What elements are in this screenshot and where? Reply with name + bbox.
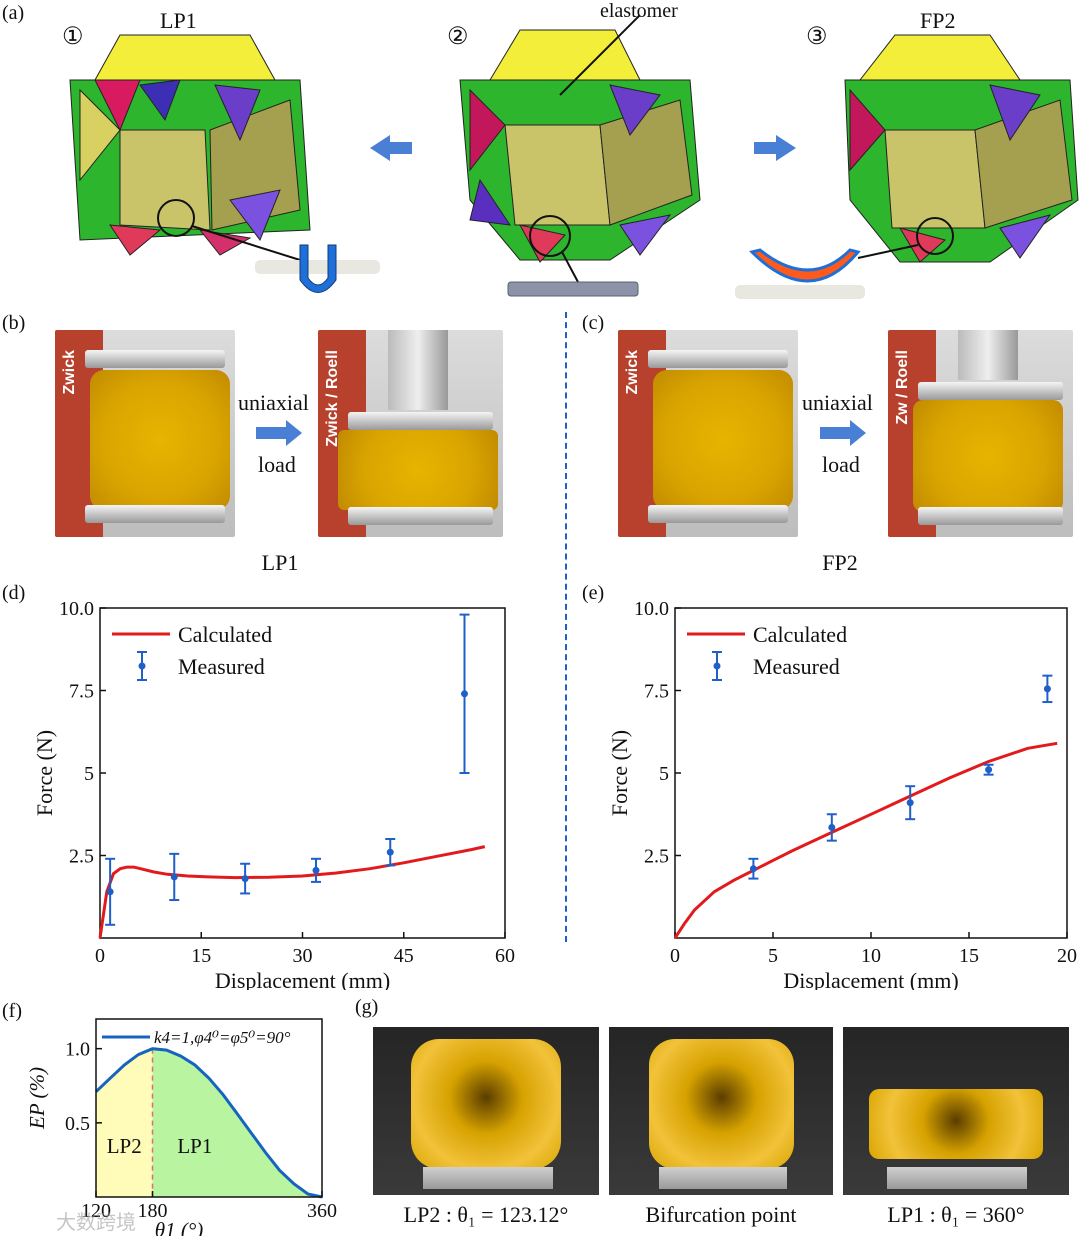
x-tick-label: 60 — [495, 945, 515, 967]
panel-a-label: (a) — [2, 2, 25, 24]
measured-point — [828, 823, 836, 831]
caption-b: LP1 — [261, 550, 299, 575]
y-axis-label: EP (%) — [25, 1067, 49, 1130]
caption-g-lp1: LP1 : θ₁ = 360° — [887, 1202, 1025, 1227]
y-tick-label: 5 — [84, 763, 94, 785]
arrow-right-icon — [754, 135, 796, 161]
legend-measured-point — [138, 662, 146, 670]
panel-f-label: (f) — [2, 1000, 22, 1022]
watermark: 大数跨境 — [56, 1210, 136, 1234]
measured-point — [749, 865, 757, 873]
x-tick-label: 0 — [670, 945, 680, 967]
x-tick-label: 0 — [95, 945, 105, 967]
panel-a-illustration — [69, 14, 1079, 299]
x-tick-label: 5 — [768, 945, 778, 967]
calculated-line — [98, 845, 486, 939]
calculated-line — [673, 741, 1058, 939]
measured-point — [106, 888, 114, 896]
legend-measured-point — [713, 662, 721, 670]
x-tick-label: 20 — [1057, 945, 1077, 967]
x-tick-label: 30 — [293, 945, 313, 967]
legend-measured-label: Measured — [753, 654, 840, 679]
photo-c-after: Zw / Roell — [888, 330, 1073, 537]
photo-b-after: Zwick / Roell — [318, 330, 503, 537]
x-axis-label: Displacement (mm) — [215, 968, 390, 990]
state-3-name: FP2 — [920, 8, 956, 33]
arrow-left-icon — [370, 135, 412, 161]
arrow-c-text-2: load — [822, 452, 860, 477]
y-axis-label: Force (N) — [32, 730, 57, 816]
panel-b-label: (b) — [2, 312, 26, 334]
arrow-b-text-1: uniaxial — [238, 390, 309, 415]
x-tick-label: 15 — [959, 945, 979, 967]
legend-calculated-label: Calculated — [178, 622, 272, 647]
legend-label: k4=1,φ4⁰=φ5⁰=90° — [154, 1028, 291, 1047]
x-tick-label: 45 — [394, 945, 414, 967]
y-tick-label: 10.0 — [59, 598, 94, 620]
photo-g-lp1 — [843, 1027, 1069, 1195]
arrow-b-text-2: load — [258, 452, 296, 477]
panel-e-label: (e) — [582, 582, 605, 604]
measured-point — [461, 690, 468, 698]
x-tick-label: 180 — [138, 1200, 168, 1222]
y-tick-label: 10.0 — [634, 598, 669, 620]
measured-point — [386, 848, 394, 856]
x-tick-label: 120 — [81, 1200, 111, 1222]
state-1-name: LP1 — [160, 8, 197, 33]
y-tick-label: 1.0 — [65, 1039, 90, 1061]
polyhedron-intermediate — [459, 29, 701, 263]
arrow-c-text-1: uniaxial — [802, 390, 873, 415]
polyhedron-lp1 — [69, 34, 311, 256]
panel-d-label: (d) — [2, 582, 26, 604]
measured-point — [985, 766, 993, 774]
measured-point — [906, 799, 914, 807]
caption-c: FP2 — [822, 550, 858, 575]
x-tick-label: 15 — [191, 945, 211, 967]
caption-g-bifurcation: Bifurcation point — [645, 1202, 797, 1227]
chart-f: 0.5 1.0 120 180 360 θ1 (°) EP (%) LP2 LP1 k4=1,φ4… — [25, 1018, 337, 1236]
panel-g-label: (g) — [355, 996, 379, 1018]
plot-frame — [95, 1018, 323, 1198]
plot-frame — [674, 607, 1068, 939]
measured-point — [1043, 685, 1051, 693]
elastomer-label: elastomer — [600, 0, 678, 22]
vertical-divider — [565, 312, 567, 942]
chart-e: 0 5 10 15 20 2.5 5 7.5 10.0 Displacement (mm) Forc… — [607, 598, 1077, 990]
photo-g-lp2 — [373, 1027, 599, 1195]
measured-point — [312, 866, 320, 874]
polyhedron-fp2 — [844, 34, 1079, 263]
x-tick-label: 10 — [861, 945, 881, 967]
state-3-number: ③ — [806, 24, 828, 50]
x-tick-label: 360 — [307, 1200, 337, 1222]
chart-d: 0 15 30 45 60 2.5 5 7.5 10.0 Displacement (mm) For… — [32, 598, 515, 990]
legend-measured-label: Measured — [178, 654, 265, 679]
y-tick-label: 2.5 — [69, 846, 94, 868]
ep-curve — [94, 1047, 323, 1199]
state-1-number: ① — [62, 24, 84, 50]
y-tick-label: 2.5 — [644, 846, 669, 868]
y-tick-label: 0.5 — [65, 1113, 90, 1135]
y-tick-label: 5 — [659, 763, 669, 785]
photo-b-before: Zwick — [55, 330, 235, 537]
plot-frame — [99, 607, 506, 939]
measured-point — [241, 875, 249, 883]
region-lp2-label: LP2 — [107, 1134, 142, 1158]
region-lp2-fill — [96, 1048, 153, 1197]
state-2-number: ② — [447, 24, 469, 50]
x-axis-label: θ1 (°) — [155, 1218, 203, 1236]
y-axis-label: Force (N) — [607, 730, 632, 816]
y-tick-label: 7.5 — [69, 681, 94, 703]
panel-c-label: (c) — [582, 312, 605, 334]
region-lp1-label: LP1 — [177, 1134, 212, 1158]
region-lp1-fill — [152, 1048, 322, 1197]
arrow-c-icon — [820, 420, 866, 446]
measured-point — [170, 873, 178, 881]
y-tick-label: 7.5 — [644, 681, 669, 703]
legend-calculated-label: Calculated — [753, 622, 847, 647]
x-axis-label: Displacement (mm) — [783, 968, 958, 990]
caption-g-lp2: LP2 : θ₁ = 123.12° — [403, 1202, 569, 1227]
arrow-b-icon — [256, 420, 302, 446]
photo-c-before: Zwick — [618, 330, 798, 537]
photo-g-bifurcation — [609, 1027, 833, 1195]
